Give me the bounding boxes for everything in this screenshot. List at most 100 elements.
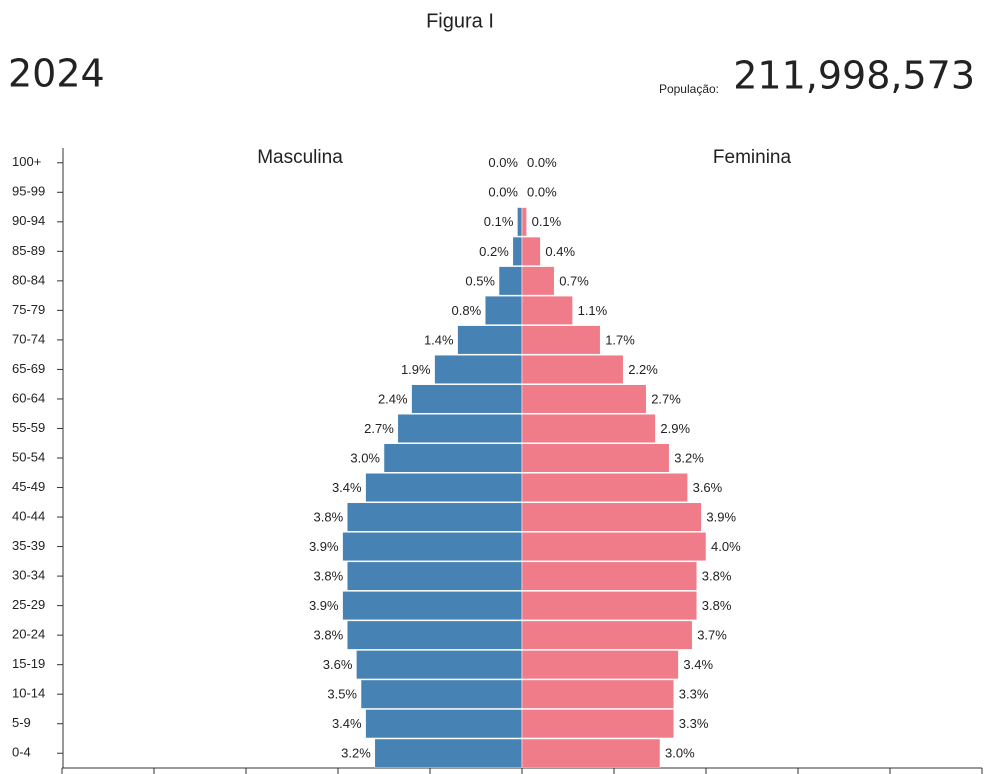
bar [360,679,523,709]
data-label: 3.6% [693,480,723,495]
data-label: 0.0% [488,185,518,200]
bar [342,532,523,562]
y-tick-label: 95-99 [12,184,45,199]
data-label: 0.8% [452,303,482,318]
chart-title: Figura I [426,10,494,32]
data-label: 3.4% [332,716,362,731]
y-tick-label: 20-24 [12,627,45,642]
data-label: 0.0% [488,155,518,170]
data-label: 2.7% [364,421,394,436]
data-label: 1.7% [605,332,635,347]
bar [484,295,523,325]
data-label: 3.9% [309,598,339,613]
y-tick-label: 80-84 [12,272,45,287]
bar [356,650,523,680]
data-label: 0.1% [532,214,562,229]
bar [521,413,656,443]
data-label: 3.8% [314,628,344,643]
bar [521,266,555,296]
bar [521,207,527,237]
bar [411,384,523,414]
data-label: 1.1% [578,303,608,318]
data-label: 3.0% [665,746,695,761]
y-tick-label: 100+ [12,154,41,169]
y-tick-label: 60-64 [12,390,45,405]
y-tick-label: 90-94 [12,213,45,228]
bar [521,620,693,650]
population-label: População: [659,82,719,96]
data-label: 3.5% [327,687,357,702]
bar [517,207,523,237]
y-tick-label: 65-69 [12,361,45,376]
data-label: 3.0% [350,450,380,465]
data-label: 3.9% [309,539,339,554]
bar [365,473,523,503]
data-label: 2.4% [378,391,408,406]
bar [521,532,707,562]
data-label: 0.1% [484,214,514,229]
bar [521,384,647,414]
y-tick-label: 15-19 [12,656,45,671]
data-label: 3.2% [341,746,371,761]
y-tick-label: 30-34 [12,568,45,583]
bar [346,502,523,532]
bar [521,295,573,325]
y-tick-label: 85-89 [12,243,45,258]
bar [521,679,675,709]
bar [397,413,523,443]
legend-entry: Feminina [713,147,792,168]
data-label: 3.4% [683,657,713,672]
data-label: 0.0% [527,155,557,170]
bar [521,443,670,473]
data-label: 0.0% [527,185,557,200]
bar [521,473,688,503]
bar [521,738,661,768]
bar [521,650,679,680]
bar [498,266,523,296]
data-label: 3.8% [702,569,732,584]
bar [374,738,523,768]
bar [521,502,702,532]
data-label: 3.2% [674,450,704,465]
data-label: 2.2% [628,362,658,377]
data-label: 0.2% [479,244,509,259]
data-label: 2.9% [660,421,690,436]
bar [434,354,523,384]
data-label: 0.7% [559,273,589,288]
population: 211,998,573 [733,54,975,98]
data-label: 3.4% [332,480,362,495]
bar [521,325,601,355]
y-tick-label: 10-14 [12,686,45,701]
bar [346,620,523,650]
y-tick-label: 75-79 [12,302,45,317]
bar [521,709,675,739]
bar [521,354,624,384]
data-label: 4.0% [711,539,741,554]
bar [512,236,523,266]
data-label: 1.9% [401,362,431,377]
data-label: 3.3% [679,687,709,702]
data-label: 0.4% [545,244,575,259]
data-label: 3.6% [323,657,353,672]
y-tick-label: 45-49 [12,479,45,494]
data-label: 0.5% [465,273,495,288]
data-label: 1.4% [424,332,454,347]
bar [457,325,523,355]
bar [383,443,523,473]
y-tick-label: 50-54 [12,449,45,464]
bar [346,561,523,591]
data-label: 3.7% [697,628,727,643]
data-label: 3.9% [706,509,736,524]
data-label: 3.3% [679,716,709,731]
y-tick-label: 25-29 [12,597,45,612]
y-tick-label: 35-39 [12,538,45,553]
bar [342,591,523,621]
bar [521,561,698,591]
legend-entry: Masculina [257,147,343,168]
y-tick-label: 55-59 [12,420,45,435]
bar [365,709,523,739]
bar [521,591,698,621]
data-label: 3.8% [702,598,732,613]
data-label: 2.7% [651,391,681,406]
